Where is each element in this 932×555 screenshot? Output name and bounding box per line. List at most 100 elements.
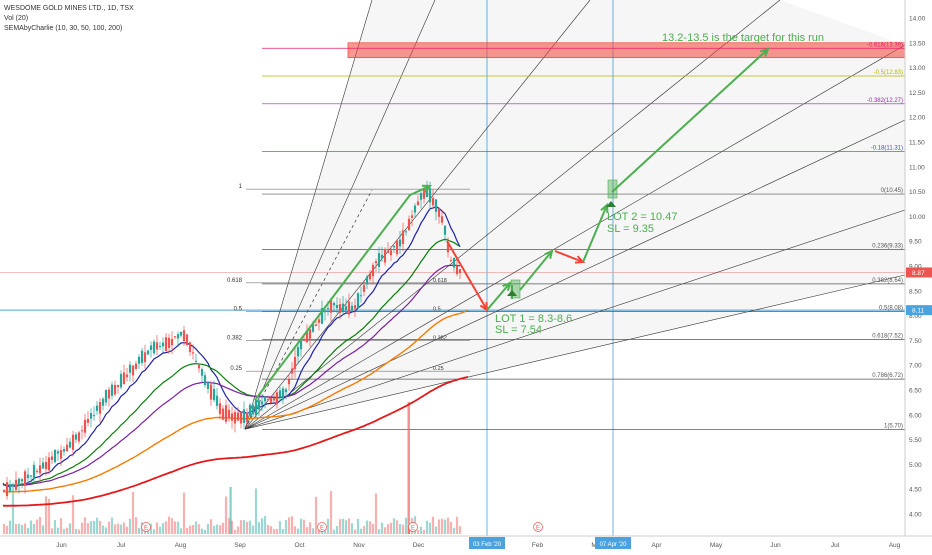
candle-body — [23, 471, 27, 486]
volume-bar — [458, 526, 462, 534]
volume-bar — [197, 524, 201, 534]
volume-bar — [431, 516, 435, 534]
y-tick-label: 9.00 — [909, 264, 922, 271]
candle-body — [227, 409, 231, 419]
candle-body — [440, 216, 444, 223]
volume-bar — [218, 525, 222, 534]
volume-bar — [101, 525, 105, 534]
volume-bar — [53, 520, 57, 534]
volume-bar — [173, 521, 177, 534]
candle-body — [125, 374, 129, 378]
earnings-marker-label: E — [320, 526, 324, 532]
gann-fan-line — [244, 274, 906, 430]
volume-bar — [71, 495, 75, 534]
candles-layer — [2, 180, 462, 500]
volume-bar — [47, 498, 51, 534]
candle-body — [350, 305, 354, 311]
candle-body — [437, 208, 441, 217]
y-tick-label: 12.50 — [909, 90, 926, 97]
volume-bar — [95, 517, 99, 534]
y-tick-label: 13.00 — [909, 65, 926, 72]
earnings-marker — [408, 522, 418, 532]
candle-body — [20, 479, 24, 482]
volume-bar — [332, 529, 336, 534]
volume-bar — [29, 520, 33, 534]
fib-right-label: 1(5.70) — [884, 424, 903, 430]
candle-body — [65, 444, 69, 452]
volume-bar — [44, 496, 48, 534]
candle-body — [188, 342, 192, 353]
candle-body — [56, 451, 60, 454]
fib-right-label: 0(10.45) — [881, 188, 903, 194]
volume-bar — [86, 523, 90, 534]
volume-bar — [62, 529, 66, 534]
annotation-lot2: LOT 2 = 10.47 — [607, 211, 677, 223]
candle-body — [122, 372, 126, 385]
volume-bar — [155, 522, 159, 534]
candle-body — [17, 478, 21, 485]
volume-bar — [227, 518, 231, 534]
candle-body — [380, 254, 384, 259]
volume-bar — [119, 524, 123, 534]
candle-body — [389, 250, 393, 256]
x-tick-label: Nov — [353, 542, 365, 549]
volume-bar — [152, 529, 156, 534]
gann-fan-line — [244, 0, 781, 430]
volume-bar — [110, 517, 114, 534]
green-rally-arrow — [254, 185, 431, 401]
date-marker-feb-bg — [469, 537, 505, 549]
candle-body — [344, 306, 348, 310]
volume-bar — [38, 517, 42, 534]
green-lot1-arrow-head — [502, 281, 512, 291]
candle-body — [449, 260, 453, 262]
volume-bar — [236, 526, 240, 534]
volume-bar — [50, 528, 54, 534]
fib-left-label: 0.382 — [227, 335, 243, 341]
volume-bar — [362, 526, 366, 534]
current-price-badge — [906, 267, 932, 278]
candle-body — [116, 385, 120, 387]
candle-body — [140, 350, 144, 363]
volume-bar — [323, 527, 327, 534]
candle-body — [170, 338, 174, 346]
candle-body — [194, 360, 198, 362]
candle-body — [290, 368, 294, 374]
candle-body — [347, 301, 351, 315]
earnings-marker — [141, 522, 151, 532]
gann-fan-line — [244, 0, 373, 430]
candle-body — [146, 350, 150, 355]
candle-body — [311, 323, 315, 332]
candle-body — [161, 342, 165, 347]
candle-body — [242, 409, 246, 423]
sema-indicator-label: SEMAbyCharlie (10, 30, 50, 100, 200) — [4, 25, 123, 32]
volume-bar — [65, 527, 69, 534]
earnings-marker — [533, 522, 543, 532]
x-tick-label: Sep — [234, 542, 246, 549]
annotation-lot2-sl: SL = 9.35 — [607, 223, 654, 235]
candle-body — [101, 398, 105, 406]
candle-body — [341, 303, 345, 312]
volume-bar — [98, 520, 102, 534]
date-marker-apr: 07 Apr '20 — [600, 542, 627, 548]
volume-bar — [419, 526, 423, 534]
annotation-target: 13.2-13.5 is the target for this run — [662, 32, 824, 44]
candle-body — [158, 346, 162, 348]
y-tick-label: 7.50 — [909, 338, 922, 345]
volume-bar — [422, 529, 426, 534]
candle-body — [329, 300, 333, 313]
fib-left-label: 0.25 — [230, 366, 242, 372]
y-tick-label: 8.00 — [909, 313, 922, 320]
volume-bar — [299, 518, 303, 534]
candle-body — [332, 303, 336, 306]
volume-bar — [281, 529, 285, 534]
y-tick-label: 6.50 — [909, 388, 922, 395]
volume-bar — [284, 520, 288, 534]
candle-body — [278, 390, 282, 398]
gann-fan-line — [244, 0, 591, 430]
candle-body — [293, 356, 297, 369]
candle-body — [134, 363, 138, 369]
candle-body — [356, 293, 360, 309]
volume-bar — [239, 520, 243, 534]
